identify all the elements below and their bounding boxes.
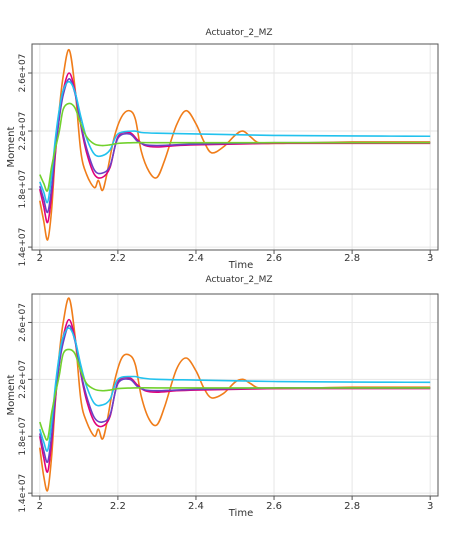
- series-line-5: [39, 102, 431, 192]
- y-tick-label: 2.6e+07: [18, 303, 28, 342]
- series-line-2: [39, 318, 431, 473]
- series-line-4: [39, 327, 431, 452]
- y-tick-label: 2.2e+07: [18, 112, 28, 151]
- series-line-2: [39, 72, 431, 224]
- chart-title: Actuator_2_MZ: [205, 28, 272, 38]
- chart-title: Actuator_2_MZ: [205, 275, 272, 285]
- x-tick-label: 2.6: [266, 253, 282, 264]
- chart-panel-1: 2 2.2 2.4 2.6 2.8 3 1.4e+07 1.8e+07 2.2e+07 2.6e+…: [6, 28, 439, 271]
- series-line-5: [39, 348, 431, 441]
- series-line-3: [39, 324, 431, 464]
- x-tick-label: 2: [37, 501, 43, 512]
- x-tick-label: 3: [427, 253, 433, 264]
- series-line-1: [39, 297, 431, 492]
- y-axis-label: Moment: [6, 374, 17, 415]
- x-tick-label: 2.8: [344, 253, 360, 264]
- x-tick-label: 2: [37, 253, 43, 264]
- x-tick-label: 2.4: [188, 253, 204, 264]
- series-line-4: [39, 80, 431, 204]
- x-tick-label: 3: [427, 501, 433, 512]
- x-tick-label: 2.2: [110, 253, 126, 264]
- x-tick-label: 2.6: [266, 501, 282, 512]
- chart-panel-2: 2 2.2 2.4 2.6 2.8 3 1.4e+07 1.8e+07 2.2e+07 2.6e+…: [6, 275, 439, 519]
- x-axis-label: Time: [228, 508, 253, 519]
- plot-frame: [31, 293, 439, 497]
- y-tick-label: 1.8e+07: [18, 170, 28, 209]
- y-tick-label: 1.4e+07: [18, 228, 28, 267]
- x-tick-label: 2.8: [344, 501, 360, 512]
- y-tick-label: 2.2e+07: [18, 360, 28, 399]
- y-axis-label: Moment: [6, 126, 17, 167]
- y-tick-label: 1.8e+07: [18, 417, 28, 456]
- x-tick-label: 2.4: [188, 501, 204, 512]
- y-tick-label: 2.6e+07: [18, 54, 28, 93]
- x-axis-label: Time: [228, 260, 253, 271]
- x-tick-label: 2.2: [110, 501, 126, 512]
- plot-frame: [31, 43, 439, 251]
- y-tick-label: 1.4e+07: [18, 474, 28, 513]
